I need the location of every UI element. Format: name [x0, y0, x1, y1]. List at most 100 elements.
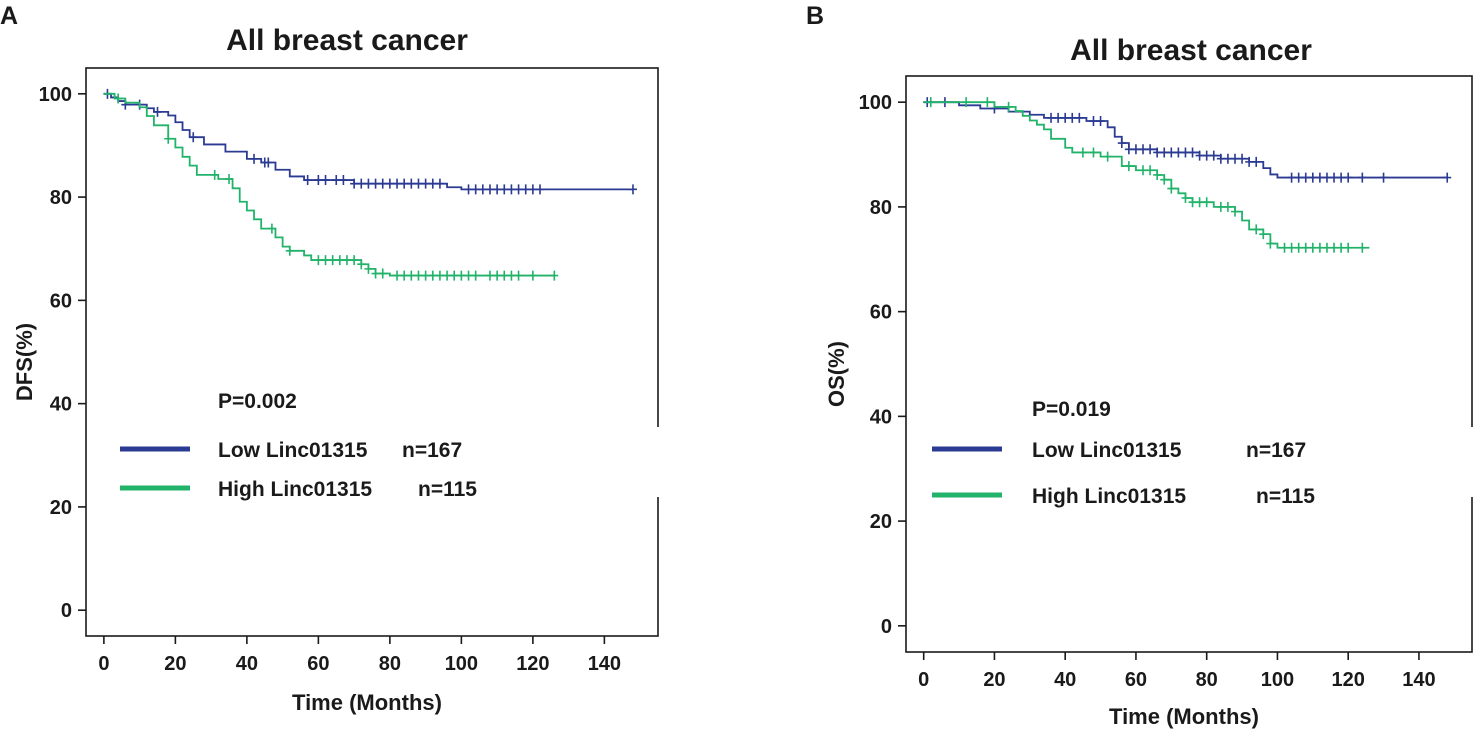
- censor-mark: [1330, 172, 1339, 183]
- censor-mark: [485, 270, 494, 281]
- censor-mark: [225, 174, 233, 185]
- censor-mark: [1195, 197, 1204, 208]
- censor-mark: [421, 270, 430, 281]
- censor-mark: [1160, 174, 1169, 185]
- censor-mark: [493, 184, 502, 195]
- legend-background: [926, 427, 1474, 497]
- censor-mark: [1443, 172, 1452, 183]
- censor-mark: [1054, 112, 1063, 123]
- censor-mark: [342, 255, 351, 266]
- censor-mark: [364, 178, 373, 189]
- censor-mark: [1259, 229, 1268, 240]
- censor-mark: [1146, 144, 1155, 155]
- censor-mark: [210, 169, 219, 180]
- censor-mark: [378, 268, 387, 279]
- censor-mark: [1216, 201, 1225, 212]
- censor-mark: [435, 178, 444, 189]
- censor-mark: [1301, 172, 1310, 183]
- censor-mark: [983, 97, 992, 108]
- censor-mark: [536, 184, 545, 195]
- censor-mark: [471, 184, 480, 195]
- censor-mark: [1153, 147, 1162, 158]
- y-tick-label: 100: [859, 92, 892, 114]
- censor-mark: [1379, 172, 1388, 183]
- censor-mark: [400, 270, 409, 281]
- censor-mark: [464, 184, 473, 195]
- censor-mark: [371, 178, 380, 189]
- legend-label: High Linc01315: [1032, 485, 1186, 508]
- censor-mark: [1089, 116, 1098, 127]
- censor-mark: [335, 255, 344, 266]
- censor-mark: [1322, 242, 1331, 253]
- censor-mark: [350, 255, 359, 266]
- censor-mark: [1167, 147, 1176, 158]
- censor-mark: [421, 178, 430, 189]
- y-axis-label: OS(%): [824, 341, 849, 407]
- censor-mark: [378, 178, 387, 189]
- censor-mark: [321, 175, 330, 186]
- censor-mark: [285, 245, 294, 256]
- censor-mark: [485, 184, 494, 195]
- x-tick-label: 140: [588, 653, 621, 675]
- censor-mark: [314, 255, 323, 266]
- censor-mark: [1245, 156, 1254, 167]
- legend-label: Low Linc01315: [218, 439, 368, 462]
- x-tick-label: 20: [164, 653, 186, 675]
- censor-mark: [962, 97, 971, 108]
- censor-mark: [250, 153, 259, 164]
- y-tick-label: 20: [50, 497, 72, 519]
- x-tick-label: 40: [1054, 669, 1076, 691]
- y-tick-label: 80: [870, 197, 892, 219]
- censor-mark: [1004, 101, 1013, 112]
- censor-mark: [364, 263, 373, 274]
- censor-mark: [1167, 183, 1176, 194]
- censor-mark: [114, 93, 123, 104]
- y-tick-label: 40: [870, 406, 892, 428]
- censor-mark: [1195, 150, 1204, 161]
- censor-mark: [1096, 116, 1105, 127]
- censor-mark: [1315, 172, 1324, 183]
- censor-mark: [407, 178, 416, 189]
- censor-mark: [264, 157, 273, 168]
- censor-mark: [267, 223, 276, 234]
- censor-mark: [457, 270, 466, 281]
- legend-label: Low Linc01315: [1032, 439, 1182, 462]
- censor-mark: [153, 106, 162, 117]
- censor-mark: [350, 178, 359, 189]
- censor-mark: [1294, 172, 1303, 183]
- censor-mark: [1188, 197, 1197, 208]
- censor-mark: [478, 184, 487, 195]
- plot-frame: [905, 75, 1473, 653]
- censor-mark: [1131, 144, 1140, 155]
- x-tick-label: 20: [983, 669, 1005, 691]
- panel-letter: A: [0, 2, 18, 30]
- legend-n: n=167: [1246, 439, 1306, 462]
- x-tick-label: 60: [307, 653, 329, 675]
- censor-mark: [357, 178, 366, 189]
- y-tick-label: 100: [39, 84, 72, 106]
- censor-mark: [1202, 197, 1211, 208]
- censor-mark: [435, 270, 444, 281]
- censor-mark: [1188, 147, 1197, 158]
- censor-mark: [1308, 242, 1317, 253]
- censor-mark: [521, 184, 530, 195]
- censor-mark: [321, 255, 330, 266]
- censor-mark: [550, 270, 559, 281]
- censor-mark: [1202, 150, 1211, 161]
- censor-mark: [1280, 242, 1289, 253]
- censor-mark: [385, 178, 394, 189]
- censor-mark: [1337, 242, 1346, 253]
- censor-mark: [1117, 138, 1126, 149]
- y-tick-label: 80: [50, 187, 72, 209]
- x-tick-label: 80: [1196, 669, 1218, 691]
- y-tick-label: 60: [870, 302, 892, 324]
- censor-mark: [400, 178, 409, 189]
- survival-curve-low: [923, 101, 1448, 179]
- censor-mark: [628, 184, 637, 195]
- censor-mark: [1266, 238, 1275, 249]
- y-tick-label: 0: [61, 600, 72, 622]
- p-value: P=0.019: [1032, 398, 1111, 421]
- censor-mark: [357, 259, 366, 270]
- censor-mark: [1238, 153, 1247, 164]
